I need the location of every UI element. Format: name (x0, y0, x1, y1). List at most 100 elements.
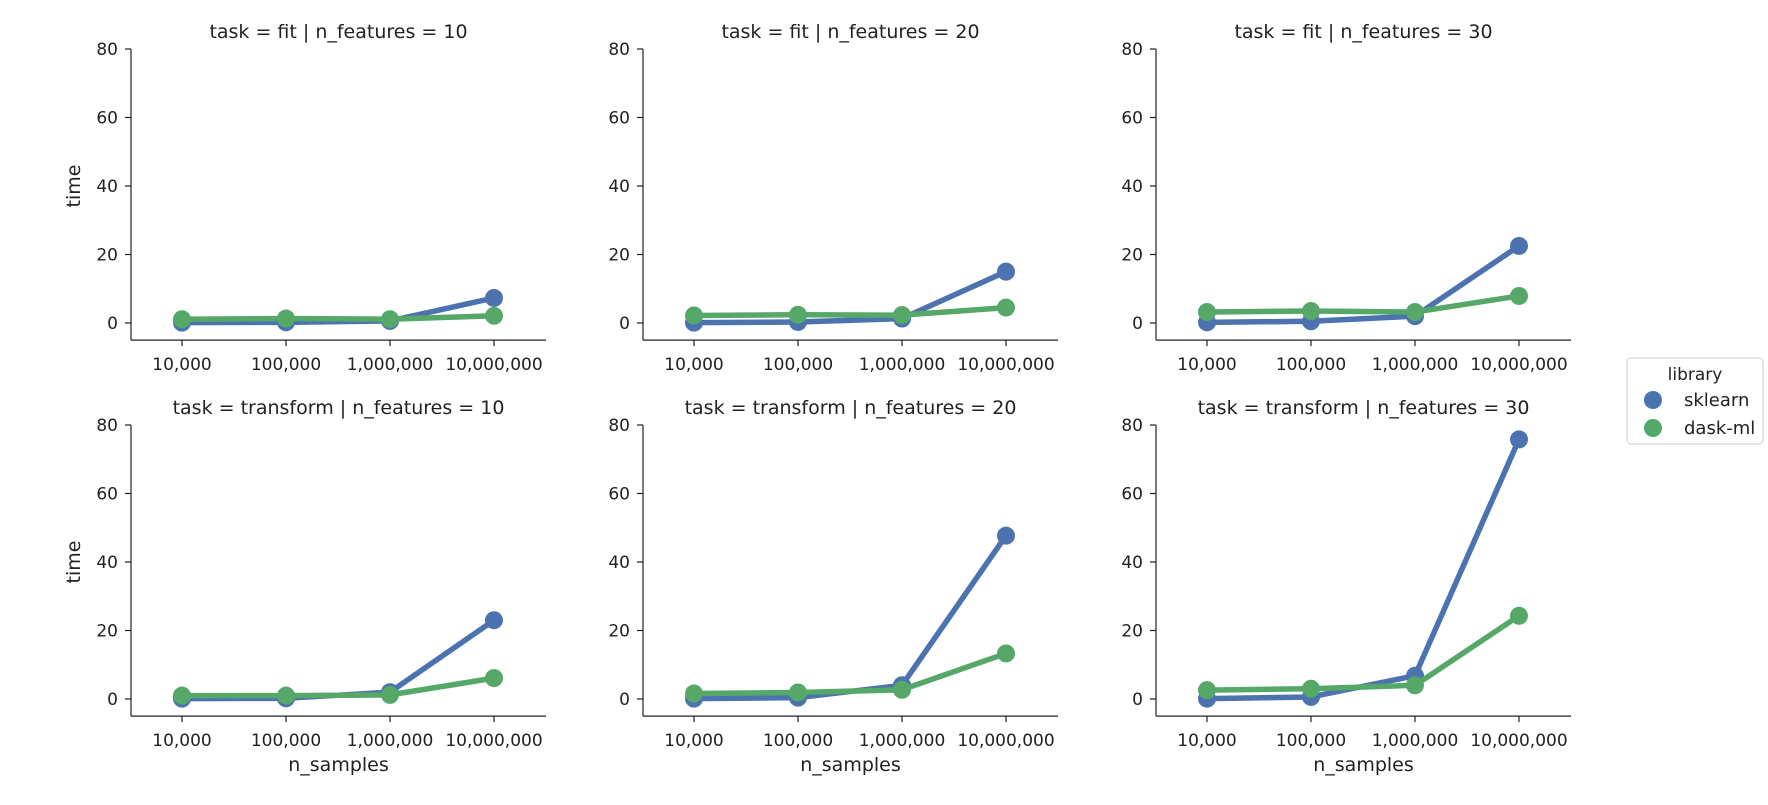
y-tick-label: 80 (608, 416, 630, 436)
data-point-dask-ml-4 (485, 306, 503, 325)
y-tick-label: 80 (96, 40, 118, 60)
series-line-dask-ml (1206, 613, 1521, 693)
panel-title-1: task = fit | n_features = 10 (209, 21, 467, 43)
data-point-dask-ml-3 (381, 310, 399, 329)
data-point-dask-ml-2 (789, 305, 807, 324)
data-point-dask-ml-3 (381, 685, 399, 704)
x-tick-label: 100,000 (763, 355, 833, 375)
x-tick-label: 10,000 (152, 355, 211, 375)
data-point-dask-ml-1 (685, 306, 703, 325)
data-point-sklearn-4 (485, 288, 503, 307)
panel-title-6: task = transform | n_features = 30 (1198, 397, 1530, 419)
y-tick-label: 40 (96, 553, 118, 573)
series-line-dask-ml (693, 304, 1007, 319)
data-point-dask-ml-2 (1302, 302, 1320, 321)
data-point-dask-ml-2 (277, 309, 295, 328)
data-point-dask-ml-4 (997, 644, 1015, 663)
series-line-sklearn (1206, 438, 1522, 702)
data-point-sklearn-4 (997, 262, 1015, 281)
x-tick-label: 1,000,000 (859, 731, 946, 751)
legend-label-dask-ml: dask-ml (1684, 418, 1755, 439)
data-point-dask-ml-4 (1510, 606, 1528, 625)
data-point-dask-ml-1 (1198, 303, 1216, 322)
y-tick-label: 0 (1132, 690, 1143, 710)
data-point-sklearn-4 (1510, 236, 1528, 255)
data-point-dask-ml-1 (173, 686, 191, 705)
x-tick-label: 100,000 (1276, 731, 1346, 751)
y-tick-label: 0 (107, 314, 118, 334)
series-line-sklearn (693, 534, 1009, 702)
data-point-dask-ml-3 (1406, 303, 1424, 322)
y-tick-label: 40 (1121, 177, 1143, 197)
y-tick-label: 0 (1132, 314, 1143, 334)
y-tick-label: 60 (608, 109, 630, 129)
panel-title-2: task = fit | n_features = 20 (721, 21, 979, 43)
series-line-dask-ml (181, 313, 495, 322)
y-tick-label: 40 (96, 177, 118, 197)
x-axis-label: n_samples (288, 754, 389, 776)
legend-marker-dask-ml (1644, 419, 1662, 437)
series-line-sklearn (1206, 243, 1521, 326)
y-tick-label: 0 (619, 314, 630, 334)
data-point-dask-ml-2 (789, 683, 807, 702)
x-axis-label: n_samples (1313, 754, 1414, 776)
legend-label-sklearn: sklearn (1684, 390, 1749, 411)
data-point-dask-ml-1 (685, 684, 703, 703)
data-point-dask-ml-4 (997, 298, 1015, 317)
x-tick-label: 10,000 (664, 355, 723, 375)
x-tick-label: 1,000,000 (1372, 355, 1459, 375)
x-tick-label: 100,000 (251, 355, 321, 375)
y-tick-label: 20 (1121, 622, 1143, 642)
x-tick-label: 100,000 (763, 731, 833, 751)
data-point-sklearn-4 (997, 526, 1015, 545)
x-tick-label: 10,000,000 (445, 731, 542, 751)
data-point-sklearn-4 (485, 611, 503, 630)
series-line-sklearn (693, 269, 1008, 326)
x-tick-label: 10,000,000 (957, 355, 1054, 375)
x-tick-label: 10,000,000 (1470, 731, 1567, 751)
x-axis-label: n_samples (800, 754, 901, 776)
data-point-dask-ml-2 (277, 686, 295, 705)
x-tick-label: 10,000,000 (957, 731, 1054, 751)
x-tick-label: 1,000,000 (347, 355, 434, 375)
panel-title-5: task = transform | n_features = 20 (685, 397, 1017, 419)
y-tick-label: 60 (1121, 109, 1143, 129)
series-line-dask-ml (693, 650, 1007, 697)
legend-title: library (1668, 365, 1723, 385)
y-axis-label: time (63, 165, 85, 208)
y-tick-label: 0 (107, 690, 118, 710)
data-point-dask-ml-3 (1406, 676, 1424, 695)
x-tick-label: 10,000 (152, 731, 211, 751)
y-tick-label: 40 (608, 553, 630, 573)
series-line-dask-ml (1206, 293, 1520, 315)
data-point-dask-ml-4 (1510, 286, 1528, 305)
y-tick-label: 80 (1121, 416, 1143, 436)
legend-box (1626, 357, 1764, 445)
x-tick-label: 10,000,000 (1470, 355, 1567, 375)
y-tick-label: 0 (619, 690, 630, 710)
x-tick-label: 100,000 (1276, 355, 1346, 375)
y-axis-label: time (63, 541, 85, 584)
y-tick-label: 60 (96, 109, 118, 129)
y-tick-label: 60 (1121, 485, 1143, 505)
panel-title-3: task = fit | n_features = 30 (1234, 21, 1492, 43)
y-tick-label: 60 (96, 485, 118, 505)
legend-marker-sklearn (1644, 391, 1662, 409)
y-tick-label: 80 (1121, 40, 1143, 60)
x-tick-label: 10,000 (664, 731, 723, 751)
y-tick-label: 60 (608, 485, 630, 505)
y-tick-label: 20 (608, 622, 630, 642)
y-tick-label: 20 (1121, 246, 1143, 266)
y-tick-label: 80 (608, 40, 630, 60)
y-tick-label: 20 (608, 246, 630, 266)
y-tick-label: 40 (1121, 553, 1143, 573)
data-point-dask-ml-2 (1302, 679, 1320, 698)
data-point-dask-ml-1 (173, 310, 191, 329)
series-line-dask-ml (182, 675, 495, 699)
x-tick-label: 10,000,000 (445, 355, 542, 375)
y-tick-label: 80 (96, 416, 118, 436)
data-point-dask-ml-1 (1198, 681, 1216, 700)
x-tick-label: 1,000,000 (347, 731, 434, 751)
data-point-dask-ml-3 (893, 306, 911, 325)
